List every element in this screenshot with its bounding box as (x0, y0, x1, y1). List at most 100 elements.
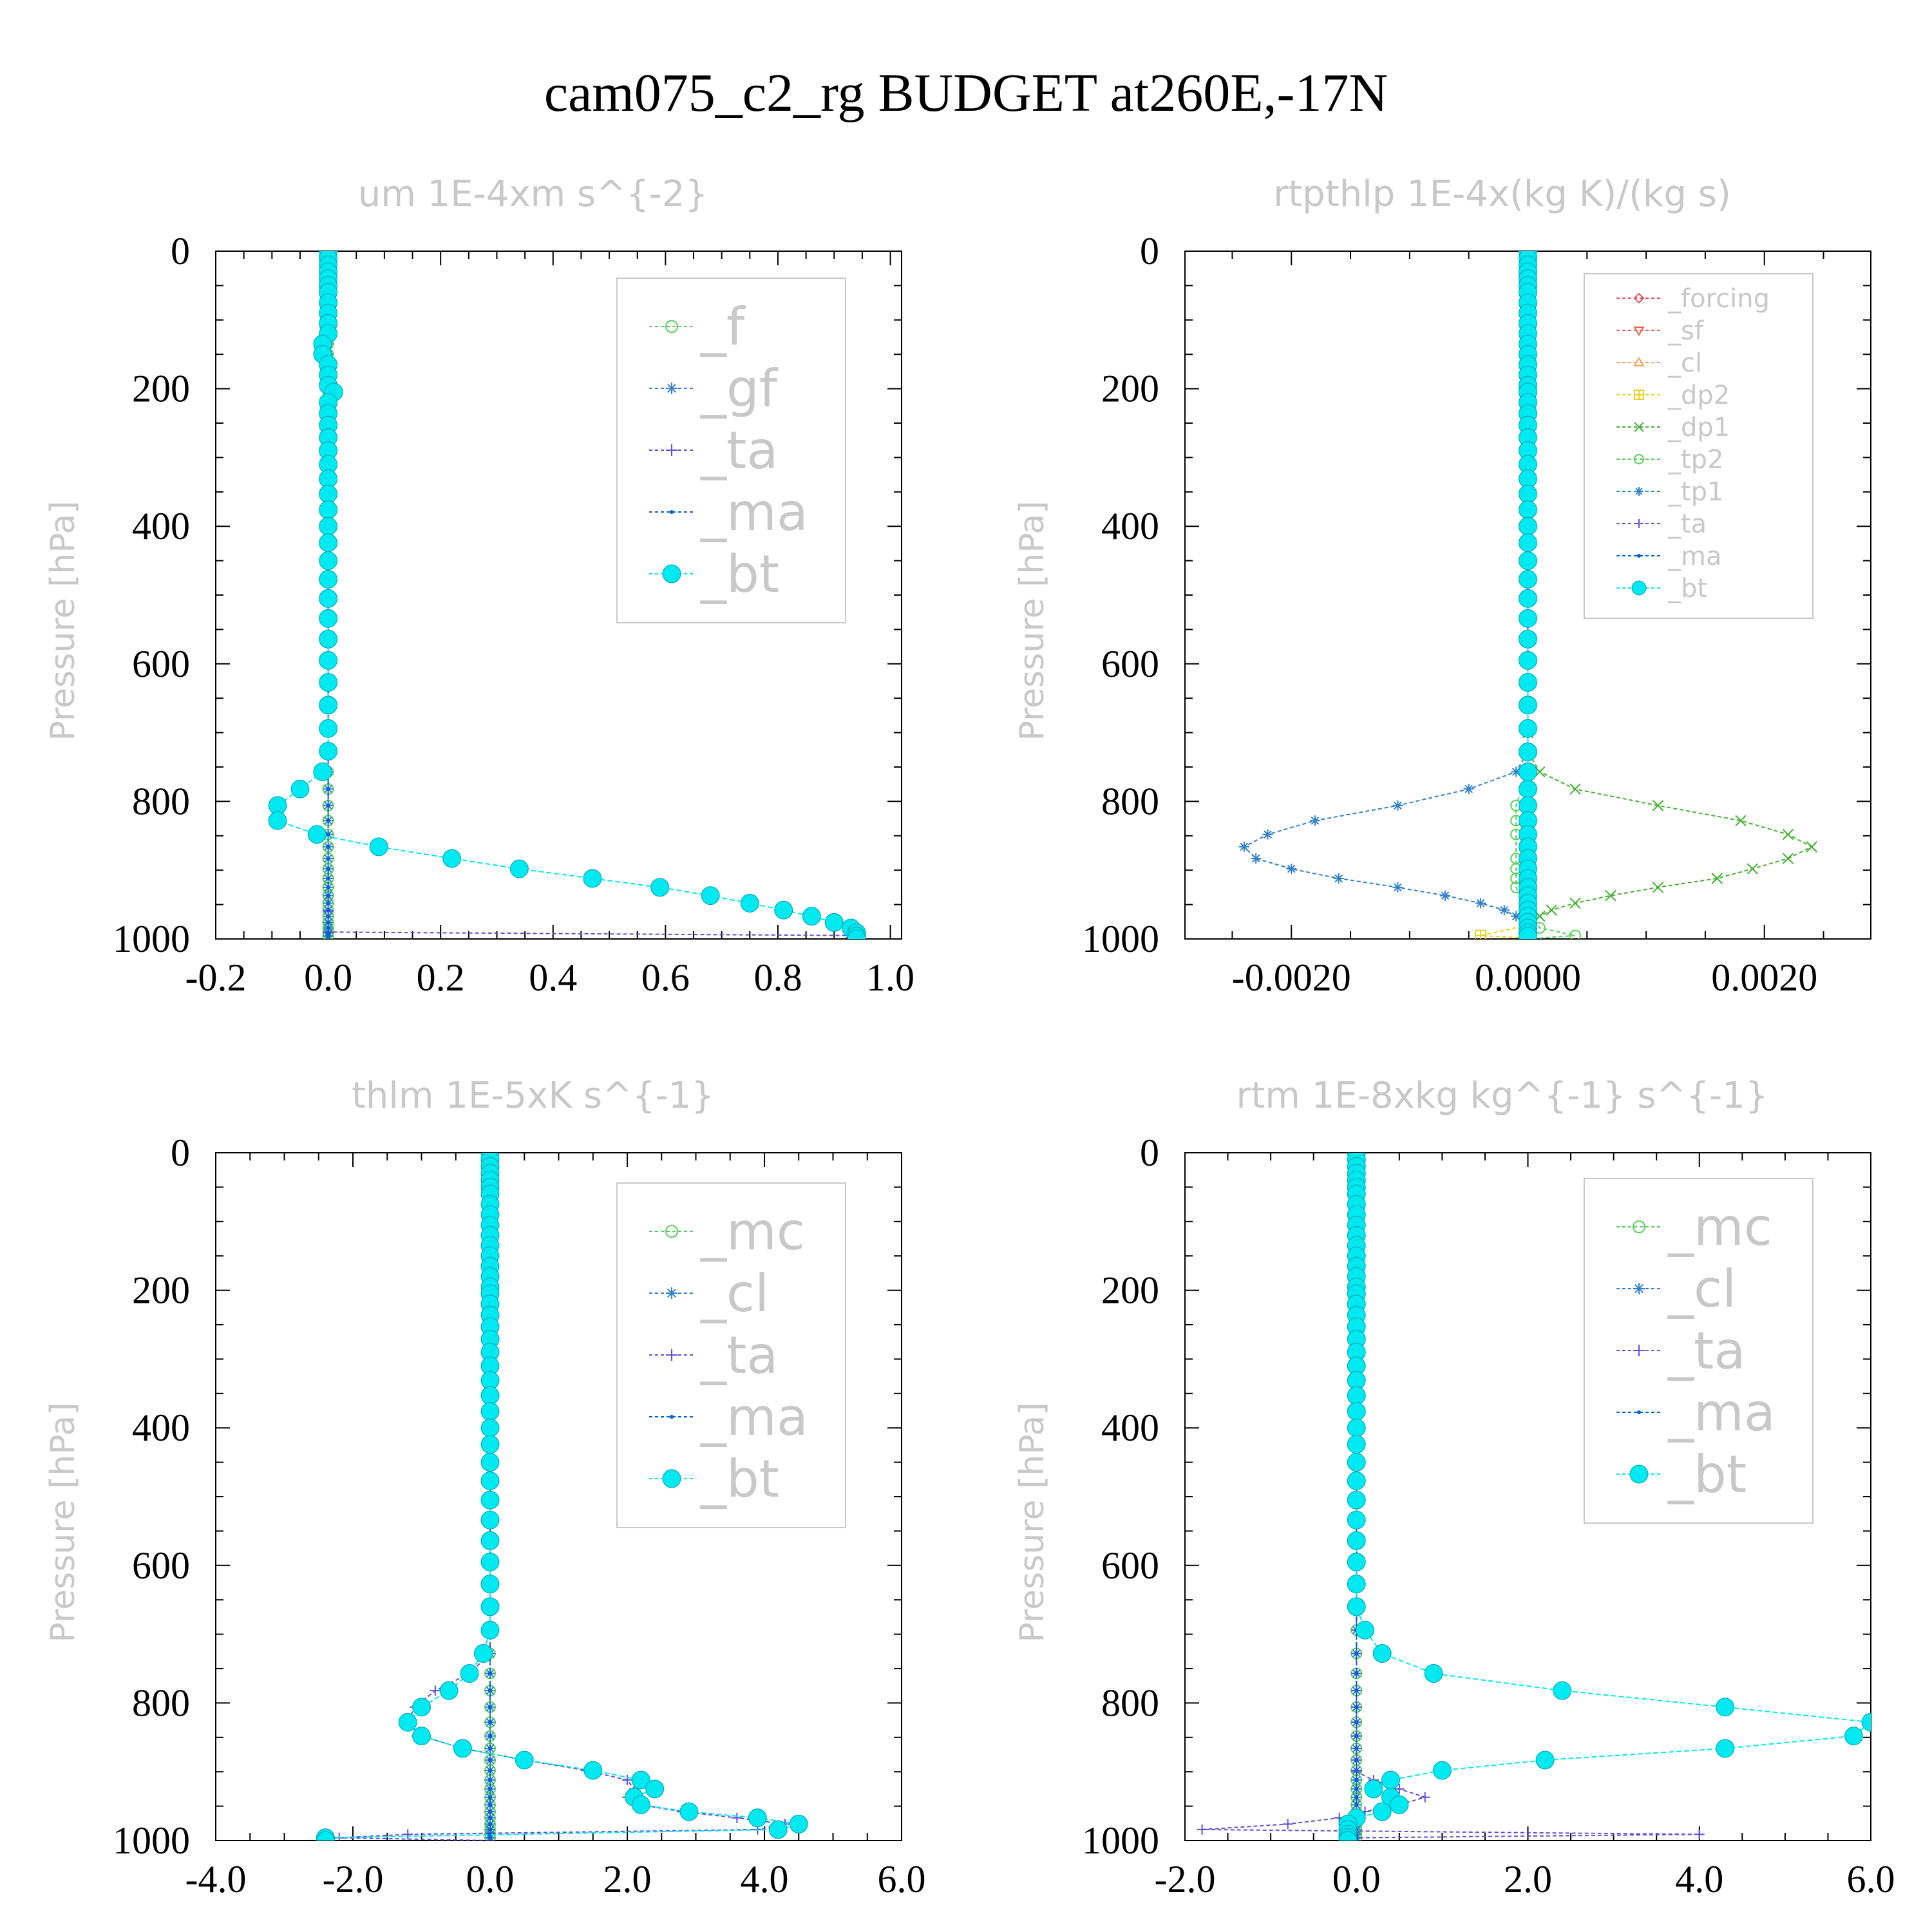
x-tick-label: 0.4 (529, 956, 577, 999)
data-point (1519, 569, 1537, 589)
legend-entry-label: _bt (700, 1449, 779, 1509)
data-point (509, 859, 529, 878)
panel-title: thlm 1E-5xK s^{-1} (352, 1075, 714, 1117)
data-point (1605, 890, 1616, 902)
y-tick-label: 400 (1101, 505, 1159, 547)
data-point (1694, 1829, 1705, 1840)
data-point (1354, 1746, 1359, 1750)
data-point (1392, 800, 1403, 811)
data-point (1535, 1750, 1555, 1770)
series_bt (268, 251, 866, 939)
data-point (326, 931, 330, 935)
data-point (1519, 719, 1537, 738)
data-point (1519, 927, 1537, 939)
data-point (1844, 1727, 1863, 1746)
data-point (515, 1750, 534, 1770)
data-point (1716, 1739, 1735, 1758)
legend-entry-label: _ma (700, 1387, 808, 1447)
data-point (1338, 1831, 1358, 1841)
chart-panel-3: thlm 1E-5xK s^{-1} Pressure [hPa] 0 200 400 6… (44, 1075, 926, 1900)
data-point (1519, 651, 1537, 670)
data-point (480, 1510, 500, 1530)
y-tick-label: 800 (132, 1681, 190, 1724)
series_tp1 (1238, 251, 1533, 939)
data-point (488, 1778, 492, 1783)
data-point (326, 908, 330, 913)
data-point (1782, 828, 1794, 840)
x-tick-label: 0.0 (304, 956, 352, 999)
data-point (488, 1803, 492, 1807)
data-point (1511, 911, 1522, 922)
data-point (326, 914, 330, 918)
data-point (412, 1698, 431, 1717)
legend-entry-label: _tp1 (1667, 477, 1724, 507)
y-tick-label: 400 (1101, 1406, 1159, 1449)
y-tick-label: 0 (171, 1132, 190, 1174)
chart-panel-1: um 1E-4xm s^{-2} Pressure [hPa] 0 200 400 600… (44, 173, 914, 999)
data-point (1282, 1819, 1293, 1830)
series-line (1243, 251, 1529, 939)
x-tick-label: 0.0 (466, 1858, 515, 1900)
y-tick-label: 1000 (1082, 1819, 1159, 1862)
data-point (1347, 1490, 1366, 1510)
data-point (480, 1490, 500, 1510)
data-point (1475, 929, 1487, 939)
series-line (327, 911, 852, 938)
legend-entry-label: _cl (700, 1264, 769, 1323)
x-tick-label: 0.2 (417, 956, 465, 999)
data-point (1569, 897, 1581, 909)
data-point (1372, 1644, 1392, 1663)
series-layer (268, 251, 866, 939)
legend-marker (670, 510, 674, 514)
panel-title: rtpthlp 1E-4x(kg K)/(kg s) (1273, 173, 1731, 215)
data-point (488, 1746, 492, 1750)
data-point (1347, 1453, 1366, 1472)
data-point (824, 913, 844, 932)
data-point (679, 1802, 699, 1821)
data-point (1390, 1795, 1409, 1814)
legend: _mc_cl_ta_ma_bt (616, 1182, 846, 1528)
panel-title: rtm 1E-8xkg kg^{-1} s^{-1} (1236, 1075, 1768, 1117)
data-point (473, 1644, 493, 1663)
data-point (488, 1810, 492, 1814)
data-point (319, 569, 338, 589)
data-point (319, 551, 338, 571)
legend-marker (1634, 487, 1643, 496)
data-point (1197, 1824, 1208, 1835)
data-point (1394, 1783, 1405, 1794)
series-layer (1197, 1153, 1871, 1841)
y-axis-label: Pressure [hPa] (1013, 501, 1052, 741)
x-tick-label: 6.0 (1847, 1858, 1895, 1900)
legend-marker (662, 1469, 681, 1488)
data-point (1354, 1786, 1359, 1791)
legend-marker (1633, 327, 1645, 336)
data-point (1238, 841, 1249, 852)
data-point (326, 876, 330, 881)
y-tick-label: 200 (1101, 1269, 1159, 1312)
data-point (1381, 1770, 1400, 1790)
x-tick-label: 0.0000 (1475, 956, 1581, 999)
data-point (1519, 551, 1537, 571)
legend-marker (666, 444, 677, 456)
data-point (1347, 1510, 1366, 1530)
legend-entry-label: _ta (700, 1325, 778, 1385)
data-point (1519, 500, 1537, 520)
series_bt (316, 1153, 808, 1841)
legend-entry-label: _mc (700, 1202, 805, 1262)
data-point (650, 878, 670, 897)
data-point (488, 1815, 492, 1820)
y-tick-label: 600 (132, 643, 190, 685)
data-point (1347, 1418, 1366, 1437)
x-tick-label: 4.0 (741, 1858, 789, 1900)
series-layer (316, 1153, 808, 1841)
data-point (326, 925, 330, 930)
data-point (326, 893, 330, 898)
legend-marker (666, 1349, 677, 1361)
data-point (774, 900, 793, 920)
y-axis-label: Pressure [hPa] (44, 1403, 82, 1643)
data-point (1519, 484, 1537, 504)
data-point (326, 920, 330, 925)
data-point (1782, 853, 1794, 864)
data-point (326, 803, 330, 808)
data-point (480, 1471, 500, 1490)
